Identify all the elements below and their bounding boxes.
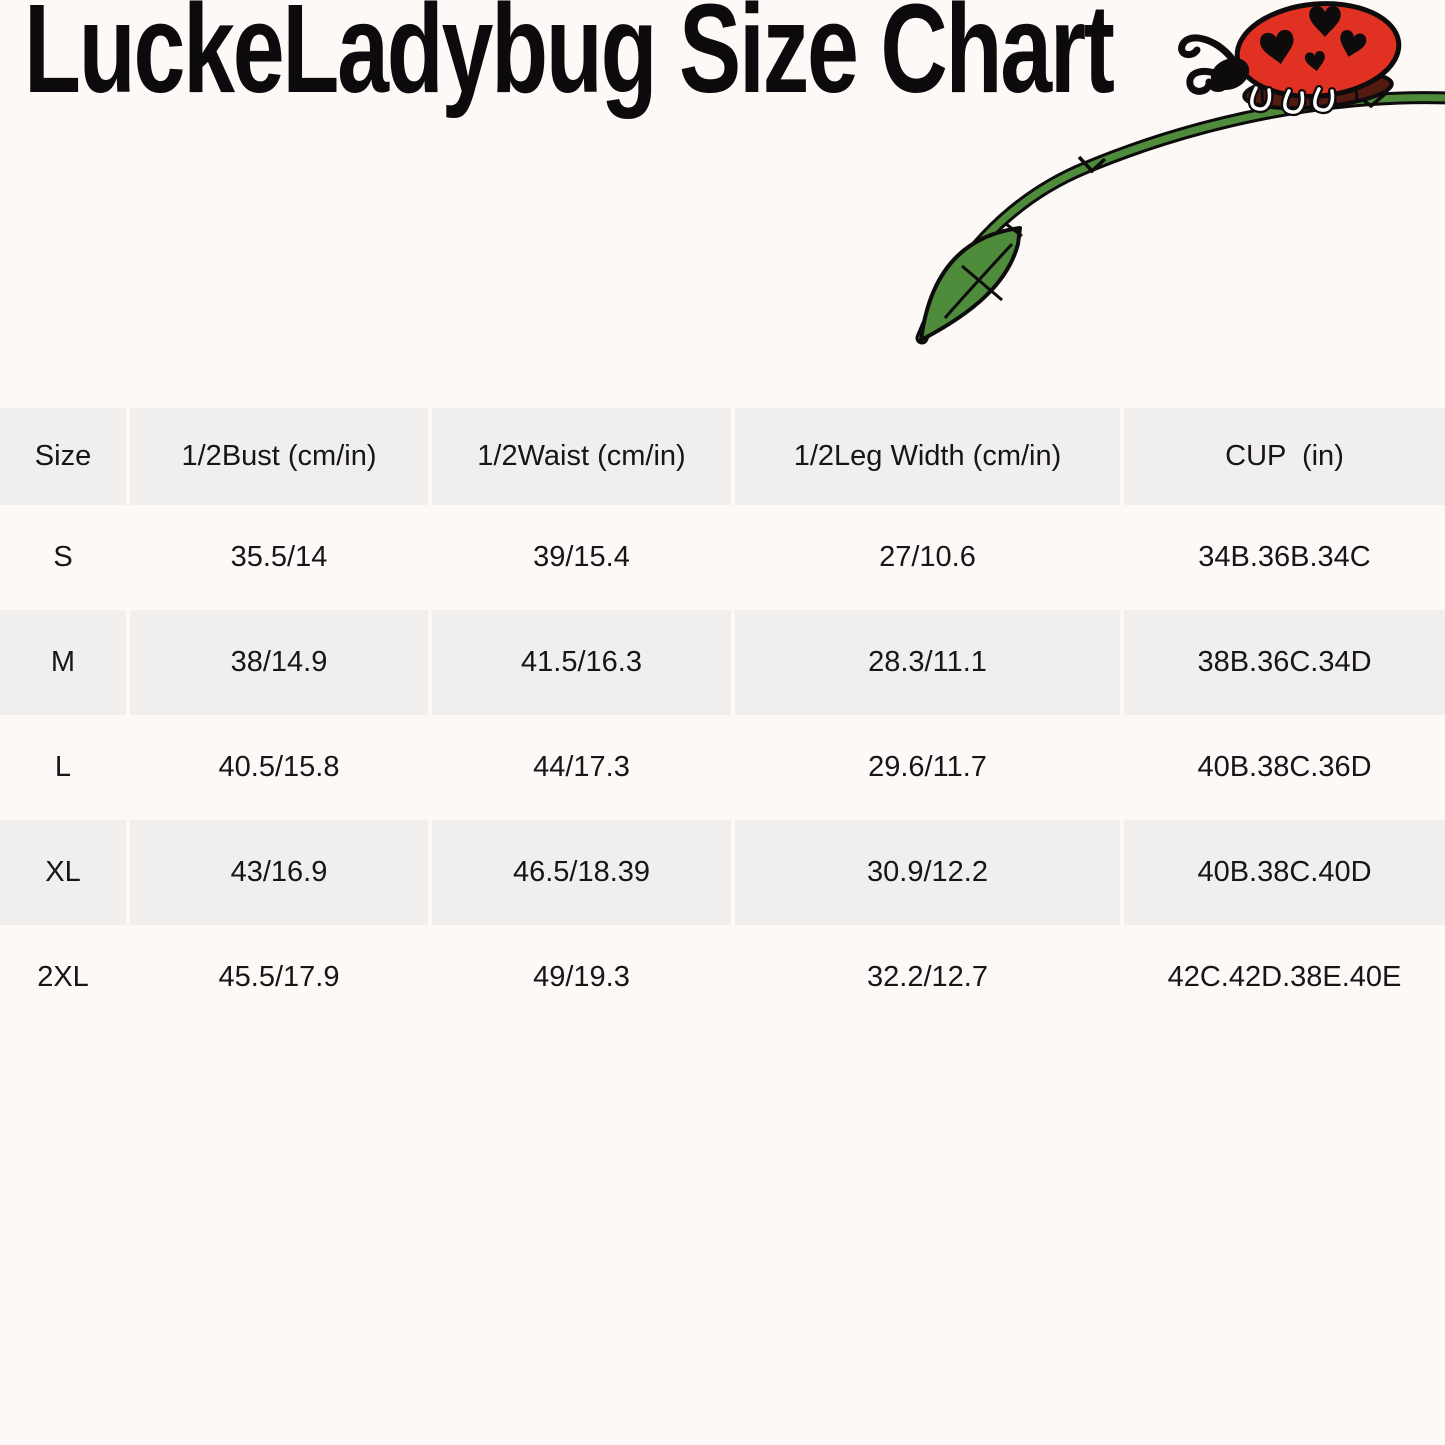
- ladybug-icon: [1178, 1, 1402, 117]
- table-row: M 38/14.9 41.5/16.3 28.3/11.1 38B.36C.34D: [0, 610, 1445, 715]
- value-cell: 35.5/14: [230, 541, 328, 573]
- ladybug-illustration: [915, 1, 1445, 345]
- size-chart-table: Size 1/2Bust (cm/in) 1/2Waist (cm/in) 1/…: [0, 408, 1445, 1030]
- value-cell: 30.9/12.2: [735, 820, 1120, 925]
- ladybug-head: [1209, 57, 1250, 92]
- value-cell: 28.3/11.1: [735, 610, 1120, 715]
- value-cell: 44/17.3: [533, 751, 630, 783]
- stem-icon: [915, 91, 1445, 345]
- ladybug-legs: [1247, 84, 1337, 117]
- table-row: L 40.5/15.8 44/17.3 29.6/11.7 40B.38C.36D: [0, 715, 1445, 820]
- size-cell: L: [54, 751, 72, 783]
- page-title: LuckeLadybug Size Chart: [24, 0, 1115, 119]
- value-cell: 43/16.9: [130, 820, 428, 925]
- table-row: XL 43/16.9 46.5/18.39 30.9/12.2 40B.38C.40D: [0, 820, 1445, 925]
- size-cell: 2XL: [37, 961, 89, 993]
- value-cell: 40B.38C.36D: [1197, 751, 1372, 783]
- value-cell: 38B.36C.34D: [1124, 610, 1445, 715]
- leaf-icon: [919, 222, 1023, 342]
- value-cell: 40B.38C.40D: [1124, 820, 1445, 925]
- table-header-row: Size 1/2Bust (cm/in) 1/2Waist (cm/in) 1/…: [0, 408, 1445, 505]
- value-cell: 27/10.6: [879, 541, 976, 573]
- heart-spots: [1260, 6, 1367, 72]
- value-cell: 39/15.4: [533, 541, 630, 573]
- value-cell: 41.5/16.3: [432, 610, 731, 715]
- value-cell: 40.5/15.8: [218, 751, 340, 783]
- header-cell-leg-width: 1/2Leg Width (cm/in): [735, 408, 1120, 505]
- header-cell-cup: CUP (in): [1124, 408, 1445, 505]
- size-cell: S: [53, 541, 73, 573]
- header-cell-size: Size: [0, 408, 126, 505]
- value-cell: 45.5/17.9: [218, 961, 340, 993]
- table-body: S 35.5/14 39/15.4 27/10.6 34B.36B.34C M 38/14.…: [0, 505, 1445, 1030]
- value-cell: 46.5/18.39: [432, 820, 731, 925]
- table-row: S 35.5/14 39/15.4 27/10.6 34B.36B.34C: [0, 505, 1445, 610]
- value-cell: 49/19.3: [533, 961, 630, 993]
- value-cell: 34B.36B.34C: [1198, 541, 1371, 573]
- size-cell: M: [0, 610, 126, 715]
- header-cell-waist: 1/2Waist (cm/in): [432, 408, 731, 505]
- value-cell: 38/14.9: [130, 610, 428, 715]
- size-cell: XL: [0, 820, 126, 925]
- header-cell-bust: 1/2Bust (cm/in): [130, 408, 428, 505]
- antennae: [1178, 34, 1237, 95]
- value-cell: 42C.42D.38E.40E: [1167, 961, 1402, 993]
- value-cell: 32.2/12.7: [867, 961, 988, 993]
- table-row: 2XL 45.5/17.9 49/19.3 32.2/12.7 42C.42D.38E.…: [0, 925, 1445, 1030]
- value-cell: 29.6/11.7: [868, 751, 987, 783]
